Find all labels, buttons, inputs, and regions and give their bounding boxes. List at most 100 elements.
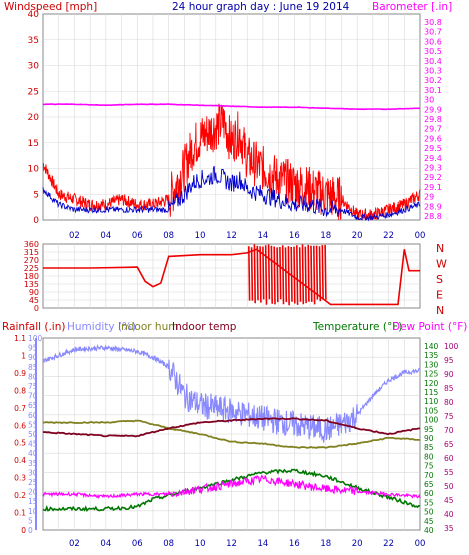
humidity-line [42, 343, 421, 443]
humidity-tick-label: 5 [28, 516, 33, 525]
humidity-tick-label: 70 [28, 392, 38, 401]
dew-point-tick-label: 40 [444, 510, 454, 519]
barometer-line [42, 103, 421, 111]
barometer-axis-label: Barometer [.in] [372, 1, 452, 13]
rainfall-tick-label: 0.5 [14, 439, 26, 448]
humidity-tick-label: 90 [28, 353, 38, 362]
rainfall-tick-label: 0 [21, 526, 26, 535]
x-tick-label: 06 [132, 231, 143, 241]
barometer-tick-label: 29.7 [424, 125, 442, 134]
dew-point-tick-label: 35 [444, 524, 454, 533]
barometer-tick-label: 29.5 [424, 144, 442, 153]
x-tick-label: 22 [383, 539, 394, 549]
temperature-tick-label: 95 [424, 425, 434, 434]
humidity-tick-label: 15 [28, 497, 38, 506]
dew-point-tick-label: 70 [444, 426, 454, 435]
x-tick-label: 04 [100, 231, 111, 241]
direction-tick-label: 360 [24, 240, 39, 249]
wind-barometer-panel: 40 35 30 25 20 15 10 5 0 30.830.730.630.530.430.3… [28, 10, 442, 241]
windspeed-tick-label: 25 [28, 87, 39, 97]
barometer-tick-label: 30.3 [424, 67, 442, 76]
humidity-tick-label: 50 [28, 430, 38, 439]
windspeed-tick-label: 10 [28, 165, 40, 175]
windspeed-tick-label: 15 [28, 139, 39, 149]
barometer-tick-label: 28.8 [424, 212, 442, 221]
temperature-axis-label: Temperature (°F) [312, 321, 402, 333]
barometer-tick-label: 30.4 [424, 57, 442, 66]
direction-tick-label: 315 [24, 248, 39, 257]
humidity-tick-label: 60 [28, 411, 38, 420]
x-tick-label: 04 [100, 539, 111, 549]
x-tick-label: 08 [163, 231, 174, 241]
humidity-tick-label: 25 [28, 478, 38, 487]
x-tick-label: 16 [289, 231, 300, 241]
barometer-tick-label: 29.1 [424, 183, 442, 192]
humidity-tick-label: 45 [28, 440, 38, 449]
x-tick-label: 22 [383, 231, 394, 241]
x-tick-label: 16 [289, 539, 300, 549]
barometer-tick-label: 29.9 [424, 105, 442, 114]
dew-point-tick-label: 80 [444, 398, 454, 407]
compass-label: W [436, 258, 447, 271]
dew-point-tick-label: 45 [444, 496, 454, 505]
rainfall-axis-label: Rainfall (.in) [2, 321, 65, 333]
x-tick-label: 02 [69, 539, 80, 549]
windspeed-tick-label: 5 [33, 190, 39, 200]
x-tick-label: 20 [352, 539, 363, 549]
x-tick-label: 08 [163, 539, 174, 549]
direction-tick-label: 135 [24, 280, 39, 289]
rainfall-tick-label: 0.2 [14, 491, 26, 500]
rainfall-tick-label: 0.1 [14, 509, 26, 518]
x-tick-label: 10 [195, 539, 206, 549]
temperature-tick-label: 100 [424, 416, 439, 425]
barometer-tick-label: 29.4 [424, 154, 442, 163]
temperature-tick-label: 90 [424, 434, 434, 443]
dew-point-tick-label: 95 [444, 356, 454, 365]
rainfall-tick-label: 0.6 [14, 421, 26, 430]
indoor-hum-label: Indoor hum [118, 321, 178, 333]
temperature-tick-label: 60 [424, 489, 434, 498]
compass-label: N [436, 242, 444, 255]
indoor-temperature-line [42, 417, 421, 438]
x-tick-label: 20 [352, 231, 363, 241]
barometer-tick-label: 30.8 [424, 18, 442, 27]
temperature-tick-label: 140 [424, 342, 439, 351]
humidity-temperature-panel: 1.110.90.80.70.60.50.40.30.20.1010095908… [14, 334, 458, 549]
compass-label: E [436, 289, 443, 302]
temperature-tick-label: 85 [424, 443, 434, 452]
rainfall-tick-label: 0.4 [14, 456, 26, 465]
barometer-tick-label: 29.6 [424, 134, 442, 143]
x-tick-label: 14 [258, 231, 269, 241]
temperature-tick-label: 75 [424, 462, 434, 471]
x-tick-label: 14 [258, 539, 269, 549]
rainfall-tick-label: 1.1 [14, 334, 26, 343]
humidity-tick-label: 35 [28, 459, 38, 468]
direction-tick-label: 90 [29, 288, 39, 297]
barometer-tick-label: 28.9 [424, 202, 442, 211]
windspeed-tick-label: 0 [33, 216, 39, 226]
humidity-tick-label: 0 [28, 526, 33, 535]
temperature-tick-label: 110 [424, 397, 439, 406]
rainfall-tick-label: 0.8 [14, 386, 26, 395]
compass-label: S [436, 273, 443, 286]
temperature-tick-label: 50 [424, 508, 434, 517]
x-tick-label: 18 [320, 231, 331, 241]
temperature-tick-label: 65 [424, 480, 434, 489]
chart-title: 24 hour graph day : June 19 2014 [172, 1, 350, 13]
rainfall-tick-label: 0.3 [14, 474, 26, 483]
x-tick-label: 02 [69, 231, 80, 241]
barometer-tick-label: 30.1 [424, 86, 442, 95]
temperature-tick-label: 70 [424, 471, 434, 480]
temperature-tick-label: 80 [424, 452, 434, 461]
x-tick-label: 00 [415, 231, 426, 241]
dew-point-tick-label: 60 [444, 454, 454, 463]
humidity-tick-label: 85 [28, 363, 38, 372]
humidity-tick-label: 75 [28, 382, 38, 391]
barometer-tick-label: 29.3 [424, 164, 442, 173]
temperature-tick-label: 120 [424, 379, 439, 388]
barometer-tick-label: 30.6 [424, 37, 442, 46]
rainfall-tick-label: 1 [21, 351, 26, 360]
humidity-tick-label: 30 [28, 468, 38, 477]
x-tick-label: 12 [226, 231, 237, 241]
